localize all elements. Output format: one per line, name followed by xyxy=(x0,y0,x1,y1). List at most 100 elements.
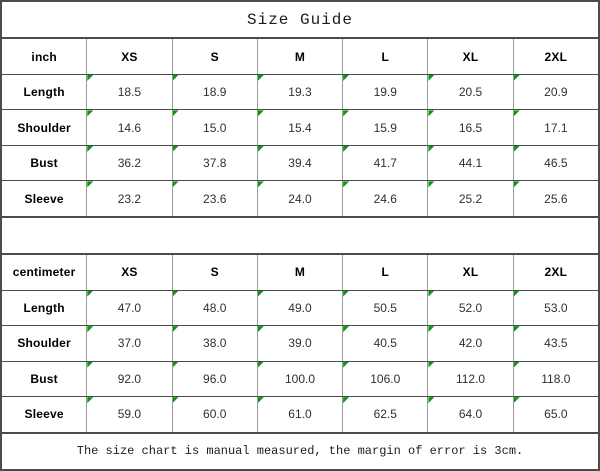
page-title: Size Guide xyxy=(246,10,353,29)
spacer-cell xyxy=(2,218,598,253)
unit-label: inch xyxy=(31,49,57,64)
measurement-label: Shoulder xyxy=(17,336,71,351)
green-corner-flag-icon xyxy=(87,74,94,81)
measurement-value-cell: 49.0 xyxy=(256,290,342,326)
size-column-header: 2XL xyxy=(512,39,598,74)
green-corner-flag-icon xyxy=(343,397,350,404)
size-column-header: M xyxy=(256,255,342,290)
measurement-value-cell: 61.0 xyxy=(256,397,342,432)
green-corner-flag-icon xyxy=(428,74,435,81)
measurement-value-cell: 39.0 xyxy=(256,326,342,361)
measurement-value-cell: 42.0 xyxy=(427,326,512,361)
measurement-value-cell: 48.0 xyxy=(171,290,257,326)
spacer-row xyxy=(2,215,598,253)
green-corner-flag-icon xyxy=(257,110,264,117)
green-corner-flag-icon xyxy=(87,361,94,368)
measurement-row: Length 47.0 48.0 49.0 50.5 52.0 53.0 xyxy=(2,289,598,326)
measurement-value-cell: 52.0 xyxy=(427,290,512,326)
green-corner-flag-icon xyxy=(513,110,520,117)
green-corner-flag-icon xyxy=(513,290,520,297)
measurement-label: Length xyxy=(23,300,65,315)
measurement-value-cell: 65.0 xyxy=(512,397,598,432)
measurement-value-cell: 15.9 xyxy=(342,110,427,145)
measurement-value-cell: 24.6 xyxy=(342,181,427,216)
title-row: Size Guide xyxy=(2,2,598,37)
measurement-value-cell: 43.5 xyxy=(512,326,598,361)
green-corner-flag-icon xyxy=(172,110,179,117)
measurement-value-cell: 60.0 xyxy=(171,397,257,432)
measurement-value-cell: 50.5 xyxy=(342,290,427,326)
measurement-value-cell: 25.2 xyxy=(427,181,512,216)
green-corner-flag-icon xyxy=(87,110,94,117)
inch-size-table: inch XS S M L XL 2XL Length 18.5 18.9 19.3 19.9 20.5… xyxy=(2,37,598,216)
green-corner-flag-icon xyxy=(257,361,264,368)
measurement-value-cell: 40.5 xyxy=(342,326,427,361)
green-corner-flag-icon xyxy=(257,145,264,152)
measurement-value-cell: 112.0 xyxy=(427,361,512,397)
green-corner-flag-icon xyxy=(513,181,520,188)
measurement-value-cell: 53.0 xyxy=(512,290,598,326)
measurement-label: Bust xyxy=(30,371,58,386)
green-corner-flag-icon xyxy=(172,361,179,368)
size-column-header: XS xyxy=(86,39,171,74)
measurement-value-cell: 64.0 xyxy=(427,397,512,432)
green-corner-flag-icon xyxy=(172,397,179,404)
green-corner-flag-icon xyxy=(428,361,435,368)
measurement-value-cell: 18.9 xyxy=(171,74,257,110)
measurement-value-cell: 19.9 xyxy=(342,74,427,110)
measurement-row: Shoulder 37.0 38.0 39.0 40.5 42.0 43.5 xyxy=(2,325,598,361)
measurement-value-cell: 20.5 xyxy=(427,74,512,110)
measurement-value-cell: 118.0 xyxy=(512,361,598,397)
size-header-row: centimeter XS S M L XL 2XL xyxy=(2,255,598,290)
measurement-label: Sleeve xyxy=(24,407,64,422)
green-corner-flag-icon xyxy=(87,326,94,333)
measurement-value-cell: 92.0 xyxy=(86,361,171,397)
measurement-label: Length xyxy=(23,85,65,100)
unit-label: centimeter xyxy=(12,265,76,280)
green-corner-flag-icon xyxy=(513,326,520,333)
measurement-value-cell: 17.1 xyxy=(512,110,598,145)
size-column-header: S xyxy=(171,39,257,74)
size-column-header: XS xyxy=(86,255,171,290)
measurement-row: Length 18.5 18.9 19.3 19.9 20.5 20.9 xyxy=(2,73,598,110)
size-column-header: XL xyxy=(427,39,512,74)
measurement-label: Bust xyxy=(30,156,58,171)
green-corner-flag-icon xyxy=(257,326,264,333)
size-header-row: inch XS S M L XL 2XL xyxy=(2,39,598,74)
measurement-value-cell: 38.0 xyxy=(171,326,257,361)
green-corner-flag-icon xyxy=(172,74,179,81)
green-corner-flag-icon xyxy=(257,181,264,188)
measurement-row: Sleeve 59.0 60.0 61.0 62.5 64.0 65.0 xyxy=(2,396,598,432)
measurement-value-cell: 44.1 xyxy=(427,145,512,181)
centimeter-size-table: centimeter XS S M L XL 2XL Length 47.0 48.0 49.0 50… xyxy=(2,253,598,432)
green-corner-flag-icon xyxy=(343,290,350,297)
green-corner-flag-icon xyxy=(343,110,350,117)
green-corner-flag-icon xyxy=(257,74,264,81)
measurement-value-cell: 14.6 xyxy=(86,110,171,145)
green-corner-flag-icon xyxy=(513,361,520,368)
measurement-value-cell: 15.0 xyxy=(171,110,257,145)
measurement-row: Sleeve 23.2 23.6 24.0 24.6 25.2 25.6 xyxy=(2,180,598,216)
measurement-value-cell: 36.2 xyxy=(86,145,171,181)
green-corner-flag-icon xyxy=(343,181,350,188)
green-corner-flag-icon xyxy=(87,145,94,152)
green-corner-flag-icon xyxy=(343,361,350,368)
measurement-value-cell: 46.5 xyxy=(512,145,598,181)
measurement-value-cell: 23.6 xyxy=(171,181,257,216)
green-corner-flag-icon xyxy=(428,290,435,297)
green-corner-flag-icon xyxy=(172,326,179,333)
measurement-label: Shoulder xyxy=(17,120,71,135)
green-corner-flag-icon xyxy=(428,326,435,333)
green-corner-flag-icon xyxy=(428,181,435,188)
green-corner-flag-icon xyxy=(343,326,350,333)
green-corner-flag-icon xyxy=(513,74,520,81)
measurement-value-cell: 59.0 xyxy=(86,397,171,432)
green-corner-flag-icon xyxy=(343,145,350,152)
measurement-row: Shoulder 14.6 15.0 15.4 15.9 16.5 17.1 xyxy=(2,109,598,145)
green-corner-flag-icon xyxy=(257,397,264,404)
size-column-header: XL xyxy=(427,255,512,290)
footer-note: The size chart is manual measured, the m… xyxy=(76,444,524,459)
green-corner-flag-icon xyxy=(172,290,179,297)
measurement-value-cell: 18.5 xyxy=(86,74,171,110)
